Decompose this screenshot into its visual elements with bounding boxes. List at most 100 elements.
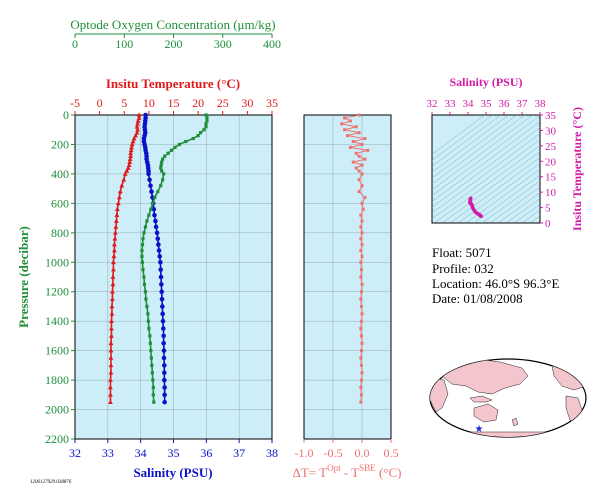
- salinity-axis-label: Salinity (PSU): [133, 465, 212, 480]
- delta-point: [348, 145, 352, 149]
- delta-point: [359, 363, 363, 367]
- ts-salinity-tick-label: 35: [481, 98, 493, 110]
- oxygen-point: [149, 349, 153, 353]
- delta-point: [354, 151, 358, 155]
- delta-label-sup2: SBE: [359, 463, 376, 473]
- temperature-point: [110, 296, 115, 301]
- salinity-point: [161, 326, 166, 331]
- temperature-point: [126, 162, 132, 167]
- ts-density-contour: [441, 151, 540, 223]
- delta-point: [359, 290, 363, 294]
- ts-series: [468, 196, 483, 219]
- temperature-point: [108, 348, 114, 353]
- salinity-point: [151, 206, 157, 212]
- oxygen-point: [140, 248, 144, 253]
- temperature-point: [134, 130, 140, 135]
- salinity-point: [158, 267, 163, 272]
- temperature-axis-label: Insitu Temperature (°C): [106, 76, 240, 91]
- oxygen-tick-label: 0: [72, 37, 78, 51]
- oxygen-point: [204, 125, 208, 129]
- oxygen-point: [198, 131, 203, 135]
- map-asia: [439, 359, 529, 395]
- delta-point: [363, 137, 367, 141]
- oxygen-point: [159, 166, 163, 170]
- delta-point: [360, 341, 364, 345]
- temperature-point: [111, 259, 116, 265]
- ts-density-contour: [529, 215, 540, 223]
- ts-temperature-tick-label: 35: [545, 110, 557, 122]
- salinity-point: [161, 340, 166, 346]
- oxygen-point: [151, 201, 155, 205]
- temperature-point: [109, 318, 114, 323]
- date: Date: 01/08/2008: [432, 291, 523, 306]
- oxygen-point: [147, 326, 151, 331]
- temperature-point: [109, 311, 115, 316]
- delta-axis-label: ΔT= TOpt - TSBE (°C): [293, 463, 402, 480]
- pressure-tick-label: 1200: [45, 285, 69, 299]
- delta-point: [366, 148, 370, 152]
- temperature-axis-ticks: -5 0 5 10 15 20 25 30 35: [70, 96, 278, 115]
- temperature-point: [113, 218, 119, 223]
- delta-label-suffix: (°C): [376, 465, 402, 480]
- oxygen-point: [205, 119, 209, 123]
- salinity-tick-label: 36: [200, 446, 212, 460]
- ts-salinity-tick-label: 38: [535, 98, 547, 110]
- delta-point: [357, 154, 361, 158]
- oxygen-point: [142, 231, 146, 235]
- ts-panel-background: [431, 114, 541, 224]
- ts-density-contour: [521, 209, 540, 223]
- temperature-point: [122, 171, 128, 176]
- delta-point: [343, 116, 347, 120]
- salinity-point: [156, 242, 161, 247]
- ts-density-contour: [432, 115, 534, 191]
- ts-salinity-tick-label: 32: [427, 98, 438, 110]
- delta-point: [360, 243, 364, 247]
- salinity-tick-label: 38: [266, 446, 278, 460]
- delta-label-prefix: ΔT= T: [293, 465, 328, 480]
- delta-tick-label: -0.5: [324, 446, 343, 460]
- ts-temperature-tick-label: 20: [545, 156, 557, 168]
- temperature-point: [127, 156, 133, 161]
- delta-point: [359, 319, 363, 323]
- delta-point: [357, 169, 361, 173]
- oxygen-point: [148, 334, 152, 338]
- delta-point: [359, 225, 363, 229]
- delta-point: [360, 201, 364, 205]
- pressure-tick-label: 1600: [45, 344, 69, 358]
- oxygen-point: [149, 356, 153, 360]
- temperature-point: [128, 150, 134, 156]
- oxygen-point: [153, 195, 157, 200]
- pressure-tick-label: 1800: [45, 373, 69, 387]
- oxygen-point: [177, 142, 182, 147]
- delta-point: [359, 260, 363, 264]
- temperature-point: [108, 399, 113, 404]
- ts-density-contour: [473, 174, 540, 223]
- delta-point: [343, 128, 347, 132]
- delta-point: [357, 178, 361, 182]
- delta-point: [359, 378, 363, 382]
- temperature-point: [135, 118, 141, 123]
- oxygen-point: [151, 393, 155, 397]
- temperature-point: [108, 340, 114, 346]
- delta-point: [360, 142, 364, 146]
- oxygen-point: [142, 282, 147, 286]
- oxygen-tick-label: 400: [263, 37, 281, 51]
- delta-point: [360, 184, 364, 188]
- salinity-point: [162, 385, 167, 390]
- salinity-point: [162, 399, 167, 405]
- temperature-point: [112, 236, 118, 241]
- ts-density-contour: [489, 186, 540, 223]
- oxygen-point: [140, 260, 145, 264]
- temperature-point: [111, 253, 117, 259]
- temperature-point: [136, 115, 142, 120]
- delta-point: [361, 207, 365, 211]
- temperature-point: [108, 384, 113, 390]
- temperature-point: [124, 168, 130, 173]
- pressure-tick-label: 200: [51, 137, 69, 151]
- salinity-point: [156, 248, 162, 253]
- oxygen-point: [143, 290, 148, 294]
- oxygen-point: [204, 113, 208, 117]
- pressure-tick-label: 1000: [45, 255, 69, 269]
- salinity-point: [162, 392, 167, 398]
- oxygen-point: [150, 363, 154, 367]
